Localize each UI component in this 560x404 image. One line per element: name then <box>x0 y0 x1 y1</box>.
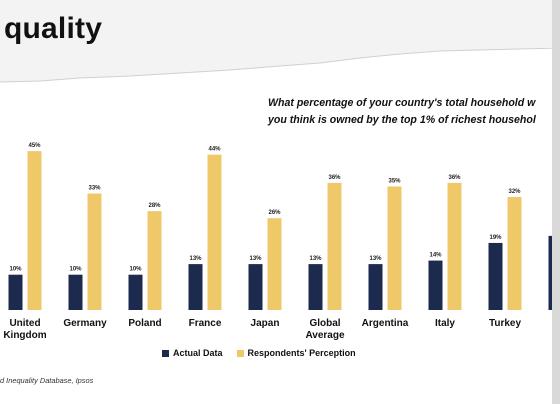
bar-perception-6 <box>387 186 402 310</box>
value-label-actual-8: 19% <box>489 235 502 241</box>
source-note: d Inequality Database, Ipsos <box>0 376 94 385</box>
category-label-4-0: Japan <box>251 318 280 329</box>
value-label-actual-7: 14% <box>429 253 442 259</box>
category-label-7-0: Italy <box>435 318 455 329</box>
value-label-actual-4: 13% <box>249 256 262 262</box>
category-label-6-0: Argentina <box>362 318 409 329</box>
value-label-perception-0: 45% <box>28 143 41 149</box>
legend-item-perception: Respondents' Perception <box>236 348 356 358</box>
value-label-actual-6: 13% <box>369 256 382 262</box>
legend-swatch-perception <box>236 349 244 357</box>
category-label-5-0: Global <box>309 318 340 329</box>
value-label-perception-4: 26% <box>268 210 281 216</box>
category-label-3-0: France <box>189 318 222 329</box>
chart-legend: Actual Data Respondents' Perception <box>162 348 370 358</box>
value-label-actual-2: 10% <box>129 267 142 273</box>
value-label-perception-8: 32% <box>508 189 521 195</box>
category-label-0-1: Kingdom <box>3 330 46 341</box>
value-label-actual-0: 10% <box>9 267 22 273</box>
bar-perception-5 <box>327 182 342 310</box>
legend-label-actual: Actual Data <box>173 348 223 358</box>
value-label-perception-1: 33% <box>88 186 101 192</box>
bar-perception-3 <box>207 154 222 310</box>
survey-question-line-1: What percentage of your country's total … <box>268 97 536 109</box>
value-label-perception-7: 36% <box>448 175 461 181</box>
survey-question: What percentage of your country's total … <box>268 95 560 129</box>
survey-question-line-2: you think is owned by the top 1% of rich… <box>268 114 536 126</box>
bar-perception-7 <box>447 182 462 310</box>
value-label-actual-3: 13% <box>189 256 202 262</box>
category-label-1-0: Germany <box>63 318 107 329</box>
value-label-perception-2: 28% <box>148 203 161 209</box>
bar-perception-0 <box>27 151 42 310</box>
bar-actual-0 <box>8 274 23 310</box>
right-edge-strip <box>552 0 560 404</box>
bar-actual-8 <box>488 242 503 310</box>
bar-actual-5 <box>308 264 323 310</box>
category-label-2-0: Poland <box>128 318 161 329</box>
value-label-perception-6: 35% <box>388 178 401 184</box>
bar-actual-4 <box>248 264 263 310</box>
value-label-actual-5: 13% <box>309 256 322 262</box>
category-label-8-0: Turkey <box>489 318 521 329</box>
bar-actual-1 <box>68 274 83 310</box>
value-label-actual-1: 10% <box>69 267 82 273</box>
bar-perception-2 <box>147 211 162 310</box>
value-label-perception-5: 36% <box>328 175 341 181</box>
bar-perception-1 <box>87 193 102 310</box>
legend-item-actual: Actual Data <box>162 348 223 358</box>
bar-actual-7 <box>428 260 443 310</box>
torn-paper-edge <box>0 48 560 98</box>
bar-actual-3 <box>188 264 203 310</box>
legend-label-perception: Respondents' Perception <box>247 348 356 358</box>
bar-actual-6 <box>368 264 383 310</box>
bar-perception-8 <box>507 197 522 310</box>
category-label-0-0: United <box>9 318 40 329</box>
bar-actual-2 <box>128 274 143 310</box>
bar-perception-4 <box>267 218 282 310</box>
value-label-perception-3: 44% <box>208 147 221 153</box>
legend-swatch-actual <box>162 349 169 357</box>
category-label-5-1: Average <box>305 330 345 341</box>
slide-title: quality <box>4 12 103 45</box>
